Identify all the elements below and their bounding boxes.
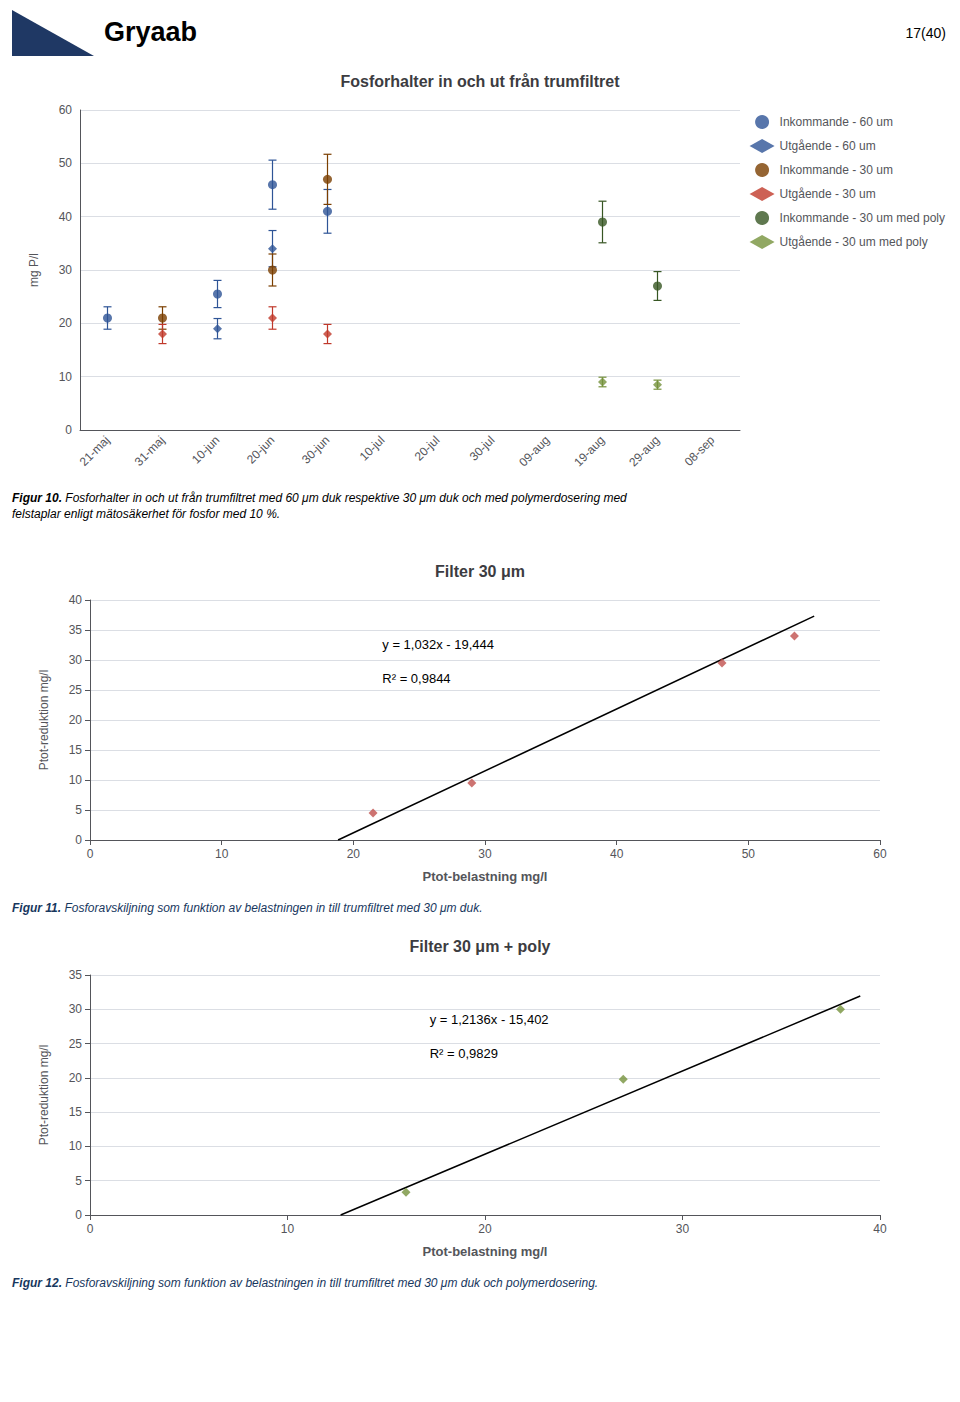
- svg-text:10: 10: [281, 1222, 295, 1236]
- svg-text:5: 5: [75, 803, 82, 817]
- svg-text:Inkommande - 30 um med poly: Inkommande - 30 um med poly: [780, 211, 945, 225]
- svg-text:0: 0: [75, 833, 82, 847]
- svg-text:30: 30: [478, 847, 492, 861]
- svg-text:17(40): 17(40): [906, 25, 946, 41]
- svg-text:0: 0: [87, 1222, 94, 1236]
- svg-text:Ptot-belastning mg/l: Ptot-belastning mg/l: [423, 869, 548, 884]
- svg-text:30: 30: [69, 1002, 83, 1016]
- svg-text:Fosforhalter in och ut från tr: Fosforhalter in och ut från trumfiltret …: [62, 491, 627, 505]
- svg-text:20: 20: [347, 847, 361, 861]
- svg-text:40: 40: [59, 210, 73, 224]
- svg-text:y = 1,2136x - 15,402: y = 1,2136x - 15,402: [430, 1012, 549, 1027]
- svg-text:10: 10: [69, 773, 83, 787]
- svg-text:10: 10: [59, 370, 73, 384]
- svg-text:25: 25: [69, 1037, 83, 1051]
- svg-text:15: 15: [69, 1105, 83, 1119]
- svg-text:25: 25: [69, 683, 83, 697]
- svg-text:0: 0: [65, 423, 72, 437]
- svg-text:35: 35: [69, 623, 83, 637]
- svg-text:10-jul: 10-jul: [357, 433, 388, 464]
- svg-text:Figur 10.: Figur 10.: [12, 491, 62, 505]
- svg-text:Ptot-reduktion mg/l: Ptot-reduktion mg/l: [37, 1045, 51, 1146]
- svg-text:5: 5: [75, 1174, 82, 1188]
- svg-text:10: 10: [69, 1139, 83, 1153]
- svg-text:29-aug: 29-aug: [626, 433, 662, 469]
- svg-text:Fosforavskiljning som funktion: Fosforavskiljning som funktion av belast…: [62, 1276, 598, 1290]
- svg-text:20-jun: 20-jun: [244, 433, 277, 466]
- svg-text:20: 20: [69, 1071, 83, 1085]
- svg-text:09-aug: 09-aug: [516, 433, 552, 469]
- svg-text:Figur 12.: Figur 12.: [12, 1276, 62, 1290]
- svg-text:30-jul: 30-jul: [467, 433, 498, 464]
- svg-text:Inkommande - 30 um: Inkommande - 30 um: [780, 163, 893, 177]
- svg-text:0: 0: [75, 1208, 82, 1222]
- svg-text:40: 40: [873, 1222, 887, 1236]
- svg-text:50: 50: [59, 156, 73, 170]
- svg-text:mg P/l: mg P/l: [27, 253, 41, 287]
- svg-text:08-sep: 08-sep: [682, 433, 718, 469]
- svg-text:60: 60: [59, 103, 73, 117]
- svg-text:20: 20: [478, 1222, 492, 1236]
- svg-text:Fosforhalter in och ut från tr: Fosforhalter in och ut från trumfiltret: [340, 73, 620, 90]
- svg-text:Utgående - 60 um: Utgående - 60 um: [780, 139, 876, 153]
- svg-text:50: 50: [742, 847, 756, 861]
- svg-text:20-jul: 20-jul: [412, 433, 443, 464]
- svg-text:y = 1,032x - 19,444: y = 1,032x - 19,444: [382, 637, 494, 652]
- svg-text:10: 10: [215, 847, 229, 861]
- svg-text:21-maj: 21-maj: [77, 433, 113, 469]
- svg-text:Utgående - 30 um med poly: Utgående - 30 um med poly: [780, 235, 928, 249]
- svg-text:Ptot-reduktion mg/l: Ptot-reduktion mg/l: [37, 670, 51, 771]
- svg-text:20: 20: [59, 316, 73, 330]
- svg-text:40: 40: [610, 847, 624, 861]
- svg-text:30: 30: [59, 263, 73, 277]
- svg-text:Filter 30 μm: Filter 30 μm: [435, 563, 525, 580]
- svg-text:Ptot-belastning mg/l: Ptot-belastning mg/l: [423, 1244, 548, 1259]
- svg-text:Figur 11.: Figur 11.: [12, 901, 61, 915]
- svg-text:felstaplar enligt mätosäkerhet: felstaplar enligt mätosäkerhet för fosfo…: [12, 507, 280, 521]
- svg-text:Filter 30 μm + poly: Filter 30 μm + poly: [410, 938, 551, 955]
- svg-text:31-maj: 31-maj: [132, 433, 168, 469]
- svg-text:60: 60: [873, 847, 887, 861]
- svg-text:Gryaab: Gryaab: [104, 17, 197, 47]
- svg-text:Utgående - 30 um: Utgående - 30 um: [780, 187, 876, 201]
- svg-text:30: 30: [69, 653, 83, 667]
- svg-text:40: 40: [69, 593, 83, 607]
- svg-text:30: 30: [676, 1222, 690, 1236]
- svg-text:R² = 0,9844: R² = 0,9844: [382, 671, 450, 686]
- svg-text:Fosforavskiljning som funktion: Fosforavskiljning som funktion av belast…: [61, 901, 482, 915]
- svg-text:30-jun: 30-jun: [299, 433, 332, 466]
- svg-text:35: 35: [69, 968, 83, 982]
- svg-text:Inkommande - 60 um: Inkommande - 60 um: [780, 115, 893, 129]
- svg-text:20: 20: [69, 713, 83, 727]
- svg-text:19-aug: 19-aug: [571, 433, 607, 469]
- svg-text:R² = 0,9829: R² = 0,9829: [430, 1046, 498, 1061]
- svg-text:0: 0: [87, 847, 94, 861]
- svg-text:10-jun: 10-jun: [189, 433, 222, 466]
- svg-text:15: 15: [69, 743, 83, 757]
